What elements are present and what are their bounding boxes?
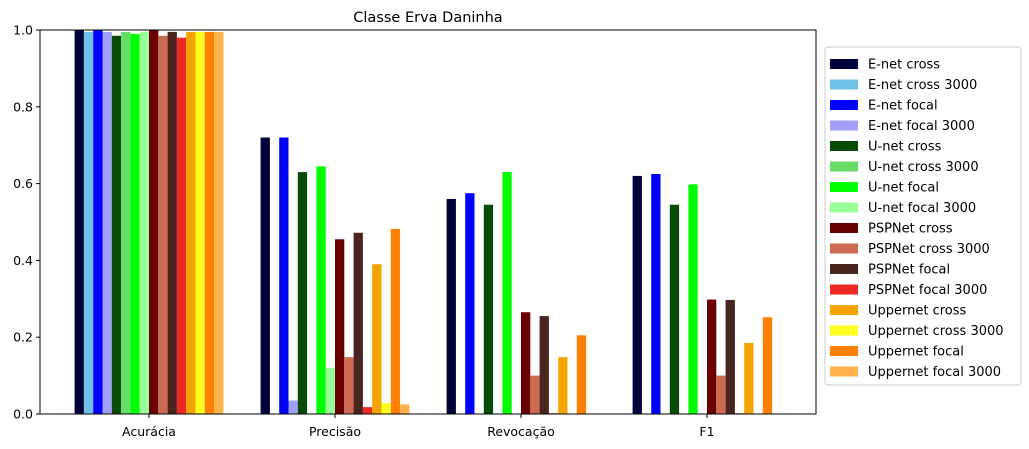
bar-e-net-cross-1 <box>260 137 270 414</box>
bar-uppernet-focal-2 <box>576 335 587 414</box>
bar-e-net-cross-0 <box>74 30 84 414</box>
y-tick-label: 0.8 <box>13 99 33 114</box>
legend-label: PSPNet cross <box>868 222 953 237</box>
bar-pspnet-cross-3000-1 <box>344 357 354 414</box>
bar-u-net-cross-1 <box>297 172 308 414</box>
bar-pspnet-focal-3 <box>725 299 735 414</box>
x-tick-label: Acurácia <box>122 424 176 439</box>
bar-e-net-focal-3000-0 <box>102 31 112 414</box>
legend-label: E-net focal 3000 <box>868 119 975 134</box>
legend-swatch <box>830 264 858 274</box>
bar-u-net-focal-3000-1 <box>325 367 335 414</box>
x-tick-label: F1 <box>699 424 714 439</box>
bar-pspnet-cross-0 <box>149 30 159 414</box>
bar-pspnet-focal-3000-0 <box>176 37 187 415</box>
bar-uppernet-cross-3000-1 <box>381 403 391 414</box>
bar-e-net-focal-0 <box>93 30 103 414</box>
bar-uppernet-cross-2 <box>558 357 568 414</box>
bar-pspnet-focal-1 <box>353 232 363 414</box>
x-tick-label: Revocação <box>487 424 555 439</box>
bar-u-net-focal-3 <box>688 184 698 414</box>
axes-layer: 0.0 0.2 0.4 0.6 0.8 1.0 Acurácia Precisão Revoca… <box>13 23 714 440</box>
legend-label: Uppernet cross 3000 <box>868 324 1004 339</box>
bar-uppernet-cross-0 <box>186 31 196 414</box>
y-tick-label: 0.0 <box>13 407 33 422</box>
bar-pspnet-cross-3000-0 <box>158 35 168 414</box>
bar-u-net-focal-1 <box>316 166 326 414</box>
bar-u-net-cross-3000-0 <box>121 31 131 414</box>
bar-u-net-focal-3000-0 <box>139 31 149 414</box>
legend-swatch <box>830 120 858 131</box>
bar-uppernet-focal-3000-1 <box>400 404 410 414</box>
bar-pspnet-cross-1 <box>335 239 345 414</box>
bars-layer <box>74 30 773 415</box>
legend-swatch <box>830 161 858 172</box>
legend-label: Uppernet cross <box>868 304 967 319</box>
bar-uppernet-focal-3000-0 <box>214 31 224 414</box>
bar-pspnet-focal-3000-1 <box>362 407 373 414</box>
legend-swatch <box>830 346 858 356</box>
bar-u-net-cross-2 <box>483 204 494 414</box>
legend-swatch <box>830 79 858 90</box>
bar-e-net-focal-1 <box>279 137 289 414</box>
bar-pspnet-focal-0 <box>167 31 177 414</box>
legend-label: PSPNet cross 3000 <box>868 242 990 257</box>
x-tick-label: Precisão <box>309 424 361 439</box>
legend-label: E-net cross <box>868 58 940 73</box>
bar-pspnet-cross-2 <box>521 312 531 414</box>
legend-label: PSPNet focal <box>868 263 950 278</box>
bar-e-net-cross-2 <box>446 198 456 414</box>
y-tick-label: 0.6 <box>13 176 33 191</box>
y-tick-label: 0.4 <box>13 253 33 268</box>
bar-uppernet-focal-0 <box>204 31 215 414</box>
plot-area <box>39 29 817 415</box>
legend-label: U-net cross 3000 <box>868 160 979 175</box>
legend-label: Uppernet focal 3000 <box>868 365 1001 380</box>
legend-swatch <box>830 202 858 213</box>
bar-pspnet-cross-3000-3 <box>716 375 726 414</box>
bar-u-net-cross-3 <box>669 204 680 414</box>
legend-label: E-net focal <box>868 99 938 114</box>
bar-e-net-focal-2 <box>465 193 475 414</box>
legend-label: Uppernet focal <box>868 345 964 360</box>
bar-u-net-focal-2 <box>502 172 512 414</box>
legend-swatch <box>830 100 858 110</box>
y-tick-label: 0.2 <box>13 330 33 345</box>
legend-swatch <box>830 325 858 336</box>
legend-swatch <box>830 223 858 233</box>
legend-swatch <box>830 305 858 315</box>
legend-label: PSPNet focal 3000 <box>868 283 987 298</box>
legend-swatch <box>830 243 858 254</box>
bar-pspnet-cross-3000-2 <box>530 375 540 414</box>
bar-uppernet-cross-1 <box>372 264 382 414</box>
bar-u-net-cross-0 <box>111 35 122 414</box>
bar-uppernet-cross-3000-0 <box>195 31 205 414</box>
bar-pspnet-cross-3 <box>707 299 717 414</box>
bar-e-net-focal-3 <box>651 174 661 414</box>
bar-pspnet-focal-2 <box>539 316 549 414</box>
bar-uppernet-cross-3 <box>744 342 754 414</box>
bar-e-net-focal-3000-1 <box>288 400 298 414</box>
legend-swatch <box>830 59 858 69</box>
bar-e-net-cross-3000-0 <box>83 31 94 414</box>
legend-frame <box>824 46 1022 386</box>
bar-e-net-cross-3 <box>632 175 642 414</box>
bar-u-net-focal-0 <box>130 33 140 415</box>
legend-label: E-net cross 3000 <box>868 78 977 93</box>
legend-swatch <box>830 182 858 192</box>
legend-swatch <box>830 141 858 151</box>
bar-uppernet-focal-3 <box>762 317 773 414</box>
legend-swatch <box>830 366 858 377</box>
legend-label: U-net focal <box>868 181 939 196</box>
chart-title: Classe Erva Daninha <box>353 10 502 26</box>
legend-swatch <box>830 284 858 295</box>
bar-uppernet-focal-1 <box>390 228 401 414</box>
legend: E-net cross E-net cross 3000 E-net focal E-… <box>824 46 1022 386</box>
legend-label: U-net focal 3000 <box>868 201 976 216</box>
legend-label: U-net cross <box>868 140 942 155</box>
y-tick-label: 1.0 <box>13 23 33 38</box>
